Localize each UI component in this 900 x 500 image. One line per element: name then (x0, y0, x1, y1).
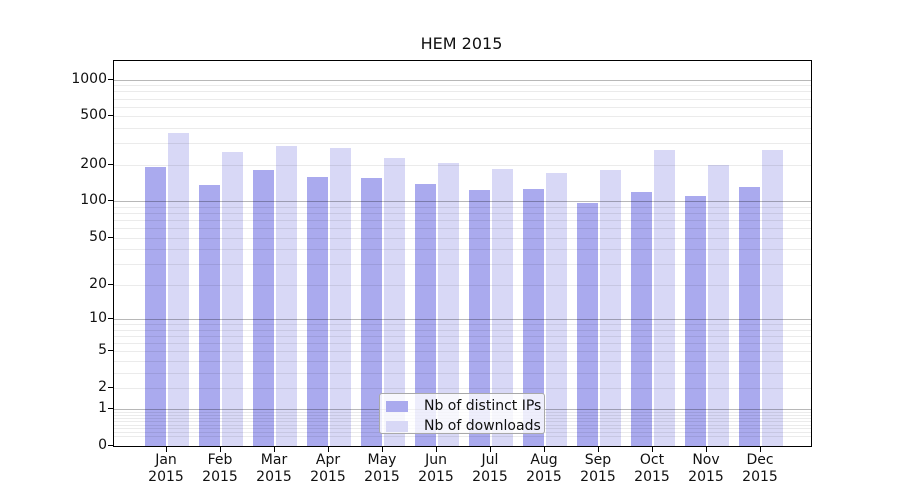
y-tick-label: 20 (89, 275, 107, 292)
legend-label-downloads: Nb of downloads (424, 418, 541, 434)
y-tick-mark (108, 408, 113, 410)
bar-distinct-ips-jan (145, 166, 166, 446)
y-tick-mark (108, 236, 113, 238)
y-tick-label: 100 (80, 192, 107, 209)
bar-distinct-ips-nov (685, 195, 706, 446)
y-tick-label: 50 (89, 228, 107, 245)
legend-item-downloads: Nb of downloads (386, 418, 544, 434)
x-tick-label: Sep 2015 (580, 452, 616, 485)
bar-downloads-nov (708, 164, 729, 446)
legend-item-distinct-ips: Nb of distinct IPs (386, 398, 544, 414)
legend: Nb of distinct IPs Nb of downloads (379, 393, 545, 434)
x-tick-label: Dec 2015 (742, 452, 778, 485)
bar-distinct-ips-jul (469, 190, 490, 446)
bar-distinct-ips-aug (523, 189, 544, 446)
y-tick-label: 0 (98, 437, 107, 453)
y-tick-label: 10 (89, 309, 107, 326)
y-tick-label: 500 (80, 107, 107, 124)
plot-area: Nb of distinct IPs Nb of downloads (113, 60, 812, 447)
y-tick-mark (108, 163, 113, 165)
x-tick-label: Mar 2015 (256, 452, 292, 485)
y-tick-mark (108, 115, 113, 117)
y-tick-label: 2 (98, 378, 107, 395)
x-tick-mark (598, 447, 599, 452)
y-tick-mark (108, 78, 113, 80)
y-tick-label: 200 (80, 155, 107, 172)
y-tick-label: 1 (98, 400, 107, 417)
bar-downloads-jan (168, 133, 189, 446)
x-tick-label: Aug 2015 (526, 452, 562, 485)
x-tick-mark (166, 447, 167, 452)
bar-downloads-aug (546, 172, 567, 446)
x-tick-label: Jun 2015 (418, 452, 454, 485)
bar-downloads-dec (762, 149, 783, 446)
x-tick-label: Feb 2015 (202, 452, 238, 485)
y-tick-mark (108, 386, 113, 388)
bar-downloads-sep (600, 170, 621, 446)
x-tick-mark (544, 447, 545, 452)
x-tick-mark (382, 447, 383, 452)
bar-downloads-jul (492, 169, 513, 446)
x-tick-label: Nov 2015 (688, 452, 724, 485)
x-tick-label: May 2015 (364, 452, 400, 485)
bar-distinct-ips-may (361, 178, 382, 446)
bar-distinct-ips-sep (577, 202, 598, 446)
y-tick-mark (108, 445, 113, 446)
y-tick-label: 1000 (71, 70, 107, 87)
x-tick-mark (760, 447, 761, 452)
bar-distinct-ips-apr (307, 176, 328, 446)
x-tick-mark (706, 447, 707, 452)
x-tick-label: Jan 2015 (148, 452, 184, 485)
legend-swatch-downloads (386, 420, 408, 432)
bar-downloads-mar (276, 146, 297, 446)
y-tick-mark (108, 317, 113, 319)
y-tick-mark (108, 200, 113, 202)
legend-swatch-distinct-ips (386, 400, 408, 412)
x-tick-mark (436, 447, 437, 452)
bar-distinct-ips-feb (199, 185, 220, 446)
chart-title: HEM 2015 (420, 34, 503, 53)
bar-downloads-oct (654, 149, 675, 446)
bar-downloads-apr (330, 147, 351, 446)
x-tick-mark (328, 447, 329, 452)
bar-downloads-feb (222, 152, 243, 446)
bar-distinct-ips-jun (415, 184, 436, 446)
y-tick-label: 5 (98, 342, 107, 358)
y-tick-mark (108, 350, 113, 351)
bar-distinct-ips-oct (631, 191, 652, 446)
x-tick-mark (652, 447, 653, 452)
bar-downloads-jun (438, 162, 459, 446)
x-tick-label: Oct 2015 (634, 452, 670, 485)
legend-label-distinct-ips: Nb of distinct IPs (424, 398, 542, 414)
x-tick-label: Apr 2015 (310, 452, 346, 485)
x-tick-label: Jul 2015 (472, 452, 508, 485)
bars-layer (114, 61, 811, 446)
x-tick-mark (220, 447, 221, 452)
bar-distinct-ips-dec (739, 187, 760, 446)
bar-downloads-may (384, 157, 405, 446)
x-tick-mark (490, 447, 491, 452)
x-tick-mark (274, 447, 275, 452)
y-tick-mark (108, 283, 113, 285)
bar-distinct-ips-mar (253, 169, 274, 446)
